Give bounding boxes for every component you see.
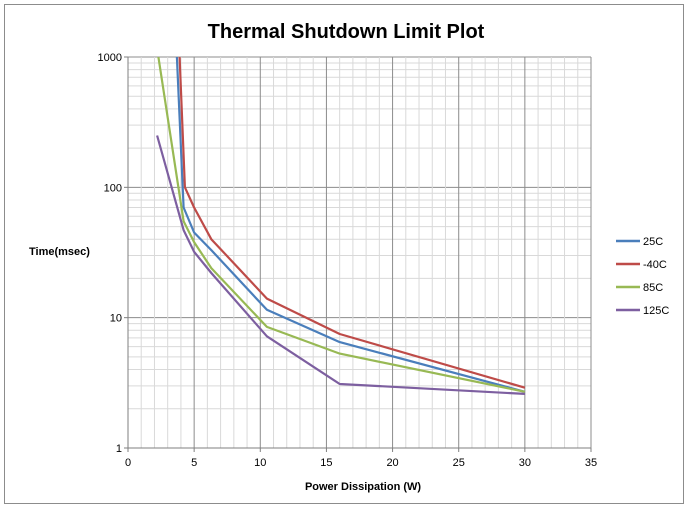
series-line-25C (175, 57, 526, 393)
y-axis-label: Time(msec) (29, 246, 90, 258)
series-line--40C (178, 57, 526, 389)
series-lines (156, 57, 526, 395)
x-axis-label: Power Dissipation (W) (305, 481, 421, 493)
legend-entry-label: 125C (643, 305, 669, 317)
x-tick-label: 5 (191, 457, 197, 469)
grid (127, 56, 592, 449)
legend-entry-label: 25C (643, 236, 663, 248)
axes (124, 56, 592, 452)
x-tick-label: 30 (519, 457, 531, 469)
y-tick-label: 10 (110, 313, 122, 325)
chart-svg: 0 5 10 15 20 25 30 35 1 10 100 1000 Thermal Shutdow… (29, 21, 669, 493)
chart-frame: 0 5 10 15 20 25 30 35 1 10 100 1000 Thermal Shutdow… (4, 4, 684, 504)
x-tick-label: 20 (386, 457, 398, 469)
tick-labels: 0 5 10 15 20 25 30 35 1 10 100 1000 (98, 52, 598, 469)
legend-entry-label: -40C (643, 259, 667, 271)
x-tick-label: 15 (320, 457, 332, 469)
y-tick-label: 1000 (98, 52, 122, 64)
x-tick-label: 35 (585, 457, 597, 469)
x-tick-label: 0 (125, 457, 131, 469)
series-line-125C (156, 135, 525, 395)
x-tick-label: 25 (453, 457, 465, 469)
legend: 25C -40C 85C 125C (616, 236, 669, 317)
chart-title: Thermal Shutdown Limit Plot (208, 21, 485, 43)
y-tick-label: 1 (116, 443, 122, 455)
legend-entry-label: 85C (643, 282, 663, 294)
y-tick-label: 100 (104, 182, 122, 194)
series-line-85C (157, 57, 526, 393)
x-tick-label: 10 (254, 457, 266, 469)
